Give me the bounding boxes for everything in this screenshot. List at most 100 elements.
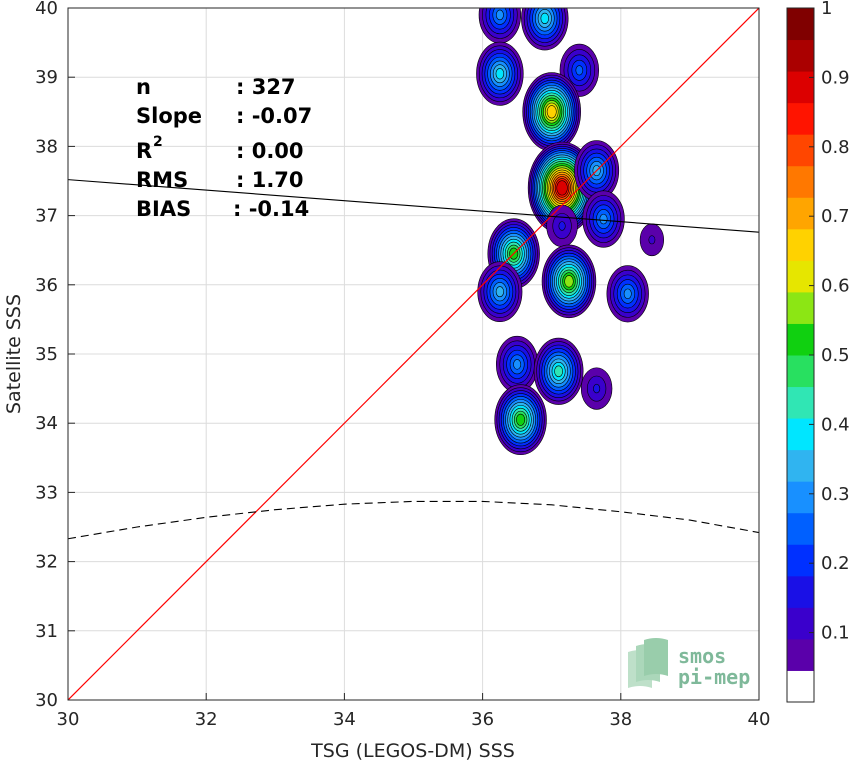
y-tick-label: 39	[35, 67, 58, 88]
colorbar-segment	[787, 323, 814, 356]
colorbar-segment	[787, 197, 814, 230]
density-contour	[495, 286, 504, 298]
colorbar-tick-label: 0.4	[821, 414, 850, 435]
stat-n-value: : 327	[236, 75, 296, 99]
density-blob	[639, 223, 665, 257]
colorbar-tick-label: 0.9	[821, 67, 850, 88]
colorbar-segment	[787, 134, 814, 167]
density-contour	[623, 288, 632, 300]
density-contour	[540, 12, 550, 24]
density-blob	[527, 141, 597, 235]
density-contour	[593, 383, 601, 394]
y-tick-label: 38	[35, 136, 58, 157]
colorbar-ticks: 0.1 0.2 0.3 0.4 0.5 0.6 0.7 0.8 0.9 1	[809, 0, 850, 644]
density-contour	[575, 65, 584, 76]
colorbar-segment	[787, 8, 814, 41]
stat-slope-label: Slope	[136, 104, 202, 128]
density-blob	[521, 8, 569, 51]
y-tick-label: 36	[35, 275, 58, 296]
colorbar-segment	[787, 71, 814, 104]
colorbar-tick-label: 0.2	[821, 553, 850, 574]
colorbar-segment	[787, 575, 814, 608]
colorbar-segment	[787, 39, 814, 72]
colorbar-tick-label: 0.8	[821, 137, 850, 158]
y-tick-label: 31	[35, 621, 58, 642]
density-blob	[546, 204, 578, 248]
density-contour	[564, 275, 574, 288]
colorbar-segment	[787, 102, 814, 135]
y-axis-label: Satellite SSS	[3, 294, 25, 414]
colorbar-segment	[787, 291, 814, 324]
colorbar	[786, 7, 815, 703]
colorbar-segment	[787, 670, 814, 703]
colorbar-segment	[787, 418, 814, 451]
logo-line-1: smos	[678, 644, 726, 668]
colorbar-tick-label: 0.6	[821, 276, 850, 297]
density-blob	[580, 367, 613, 410]
x-tick-label: 36	[471, 709, 494, 730]
x-tick-label: 30	[57, 709, 80, 730]
colorbar-segment	[787, 544, 814, 577]
stat-slope-value: : -0.07	[236, 104, 312, 128]
density-blob	[494, 384, 547, 456]
density-blob	[541, 244, 597, 319]
grid-lines	[67, 7, 760, 701]
x-axis-ticks: 30 32 34 36 38 40	[57, 693, 771, 730]
density-blob	[606, 265, 649, 323]
density-blob	[582, 190, 625, 248]
fit-lines	[68, 8, 759, 700]
colorbar-segment	[787, 449, 814, 482]
regression-line	[68, 179, 759, 233]
stat-rms-value: : 1.70	[236, 168, 304, 192]
one-to-one-line	[68, 8, 759, 700]
colorbar-tick-label: 0.5	[821, 345, 850, 366]
colorbar-tick-label: 0.1	[821, 623, 850, 644]
colorbar-segment	[787, 386, 814, 419]
y-tick-label: 35	[35, 344, 58, 365]
density-contour	[513, 359, 522, 370]
density-contour	[516, 413, 526, 426]
y-tick-label: 34	[35, 413, 58, 434]
colorbar-tick-label: 0.7	[821, 206, 850, 227]
y-tick-label: 30	[35, 690, 58, 711]
density-blob	[522, 72, 581, 152]
density-contour	[599, 213, 608, 225]
density-contour	[556, 180, 568, 196]
density-contour	[554, 365, 563, 378]
colorbar-segment	[787, 481, 814, 514]
density-blob	[533, 337, 584, 405]
density-contour	[495, 68, 505, 80]
logo-line-2: pi-mep	[678, 665, 750, 689]
x-tick-label: 40	[748, 709, 771, 730]
colorbar-segment	[787, 228, 814, 261]
stat-rms-label: RMS	[136, 168, 188, 192]
colorbar-segment	[787, 355, 814, 388]
statistics-annotation: n : 327 Slope : -0.07 R 2 : 0.00 RMS : 1…	[136, 75, 312, 221]
density-blob	[478, 8, 522, 44]
density-blob	[495, 335, 539, 393]
stat-r2-superscript: 2	[153, 134, 163, 150]
density-contour	[495, 9, 504, 21]
density-contour	[648, 235, 656, 245]
stat-bias-value: : -0.14	[233, 197, 309, 221]
colorbar-segment	[787, 638, 814, 671]
colorbar-segment	[787, 260, 814, 293]
density-contour	[558, 221, 566, 231]
y-tick-label: 33	[35, 482, 58, 503]
smos-pi-mep-logo: smos pi-mep	[628, 638, 750, 689]
stat-r2-value: : 0.00	[236, 139, 304, 163]
density-contour	[546, 105, 557, 119]
y-tick-label: 32	[35, 552, 58, 573]
colorbar-segment	[787, 512, 814, 545]
y-tick-label: 40	[35, 0, 58, 19]
y-tick-label: 37	[35, 206, 58, 227]
density-blob	[477, 261, 523, 323]
dashed-curve	[68, 500, 759, 540]
x-axis-label: TSG (LEGOS-DM) SSS	[310, 740, 515, 762]
logo-waves-icon	[628, 638, 668, 688]
x-tick-label: 38	[609, 709, 632, 730]
stat-r2-label: R	[136, 139, 152, 163]
stat-bias-label: BIAS	[136, 197, 191, 221]
colorbar-segment	[787, 607, 814, 640]
